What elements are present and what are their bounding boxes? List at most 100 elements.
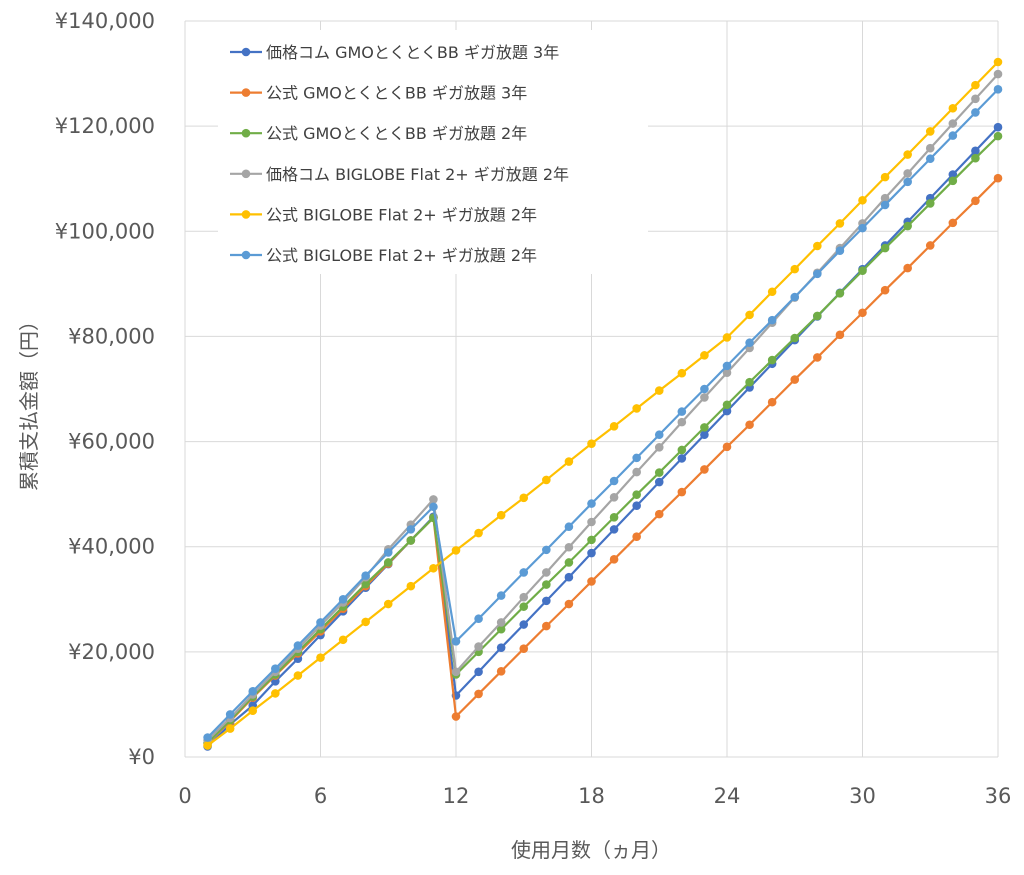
data-point: [564, 599, 574, 609]
data-point: [835, 246, 845, 256]
data-point: [203, 741, 212, 750]
data-point: [338, 635, 348, 645]
series-line: [206, 135, 999, 744]
data-point: [993, 173, 1003, 183]
data-point: [880, 243, 890, 253]
data-point: [654, 430, 664, 440]
data-point: [813, 353, 822, 362]
data-point: [948, 176, 958, 186]
data-point: [564, 558, 574, 567]
data-point: [451, 667, 461, 677]
legend-label: 公式 BIGLOBE Flat 2+ ギガ放題 2年: [266, 205, 537, 224]
legend-item: 公式 BIGLOBE Flat 2+ ギガ放題 2年: [230, 246, 537, 265]
data-point: [609, 492, 619, 502]
data-point: [948, 218, 958, 228]
data-point: [790, 333, 800, 343]
data-point: [587, 548, 596, 558]
data-point: [474, 689, 483, 699]
data-point: [542, 580, 551, 589]
data-point: [564, 572, 574, 582]
data-point: [835, 330, 845, 340]
data-point: [429, 502, 438, 512]
legend-marker: [241, 128, 251, 138]
data-point: [880, 285, 890, 295]
legend-marker: [241, 250, 251, 260]
data-point: [519, 602, 529, 611]
data-point: [383, 599, 393, 609]
data-point: [654, 477, 664, 487]
data-point: [519, 644, 529, 654]
data-point: [971, 80, 980, 90]
data-point: [948, 170, 958, 179]
data-point: [587, 577, 596, 586]
data-point: [361, 617, 370, 627]
data-point: [609, 476, 619, 486]
data-point: [406, 525, 416, 534]
legend-label: 公式 GMOとくとくBB ギガ放題 2年: [266, 124, 527, 143]
data-point: [496, 624, 506, 634]
data-point: [474, 642, 483, 651]
data-point: [722, 333, 732, 342]
data-point: [542, 621, 551, 631]
data-point: [880, 193, 890, 203]
data-point: [835, 219, 845, 228]
data-point: [632, 501, 641, 511]
data-point: [474, 614, 483, 624]
data-point: [790, 292, 800, 302]
legend-marker: [241, 88, 251, 97]
data-point: [745, 377, 754, 387]
data-point: [993, 131, 1003, 141]
series-6: [203, 85, 1003, 742]
x-axis-title: 使用月数（ヵ月）: [511, 838, 671, 862]
legend-label: 公式 GMOとくとくBB ギガ放題 3年: [266, 84, 527, 103]
series-line: [206, 73, 999, 741]
data-point: [383, 548, 393, 557]
data-point: [632, 490, 641, 499]
legend-marker: [241, 210, 251, 219]
data-point: [813, 311, 822, 321]
data-point: [700, 384, 709, 394]
series-line: [206, 177, 999, 745]
data-point: [948, 131, 958, 140]
data-point: [722, 368, 732, 378]
data-point: [474, 667, 483, 677]
x-tick-label: 6: [314, 784, 327, 808]
data-point: [654, 509, 664, 519]
y-tick-label: ¥100,000: [55, 219, 155, 243]
data-point: [700, 423, 709, 432]
data-point: [248, 706, 258, 716]
data-point: [654, 468, 664, 477]
data-point: [542, 568, 551, 577]
data-point: [316, 618, 325, 627]
data-point: [519, 592, 529, 602]
data-point: [745, 338, 754, 348]
y-tick-label: ¥20,000: [68, 640, 155, 664]
data-point: [248, 686, 258, 696]
x-tick-label: 30: [849, 784, 876, 808]
data-point: [271, 664, 280, 673]
data-point: [971, 146, 980, 156]
data-point: [745, 310, 754, 320]
data-point: [677, 445, 687, 455]
data-point: [496, 510, 506, 520]
data-point: [993, 69, 1003, 79]
data-point: [767, 315, 777, 325]
data-point: [632, 453, 641, 463]
data-point: [903, 169, 912, 178]
series-lines: [203, 57, 1003, 751]
data-point: [587, 439, 596, 448]
data-point: [925, 199, 935, 208]
data-point: [677, 368, 687, 378]
data-point: [429, 563, 438, 573]
data-point: [948, 119, 958, 128]
series-line: [206, 88, 999, 739]
data-point: [587, 535, 596, 545]
data-point: [474, 528, 483, 538]
data-point: [700, 465, 709, 474]
series-line: [206, 61, 999, 747]
data-point: [700, 430, 709, 440]
data-point: [880, 172, 890, 182]
data-point: [609, 525, 619, 534]
